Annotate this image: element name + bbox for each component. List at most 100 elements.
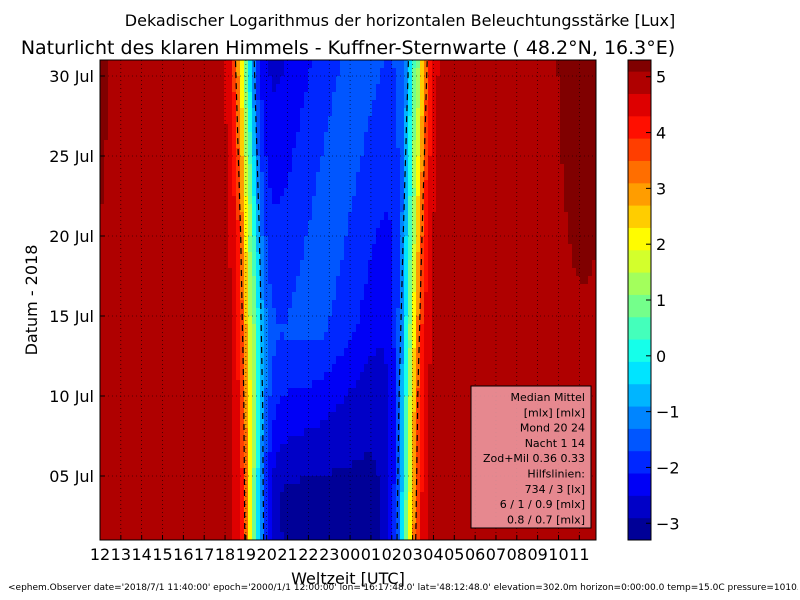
- heatmap-cell: [200, 356, 205, 365]
- heatmap-cell: [240, 116, 245, 125]
- heatmap-cell: [204, 268, 209, 277]
- heatmap-cell: [180, 284, 185, 293]
- heatmap-cell: [328, 316, 333, 325]
- heatmap-cell: [468, 60, 473, 69]
- heatmap-cell: [360, 188, 365, 197]
- heatmap-cell: [484, 324, 489, 333]
- heatmap-cell: [220, 284, 225, 293]
- heatmap-cell: [360, 92, 365, 101]
- heatmap-cell: [236, 284, 241, 293]
- heatmap-cell: [368, 100, 373, 109]
- heatmap-cell: [312, 60, 317, 69]
- heatmap-cell: [288, 196, 293, 205]
- heatmap-cell: [516, 348, 521, 357]
- heatmap-cell: [144, 332, 149, 341]
- heatmap-cell: [120, 332, 125, 341]
- heatmap-cell: [548, 212, 553, 221]
- heatmap-cell: [288, 252, 293, 261]
- heatmap-cell: [312, 92, 317, 101]
- heatmap-cell: [544, 140, 549, 149]
- heatmap-cell: [236, 100, 241, 109]
- heatmap-cell: [424, 284, 429, 293]
- heatmap-cell: [360, 284, 365, 293]
- heatmap-cell: [312, 252, 317, 261]
- heatmap-cell: [180, 268, 185, 277]
- heatmap-cell: [464, 84, 469, 93]
- heatmap-cell: [232, 316, 237, 325]
- heatmap-cell: [112, 68, 117, 77]
- heatmap-cell: [376, 172, 381, 181]
- heatmap-cell: [440, 132, 445, 141]
- heatmap-cell: [296, 172, 301, 181]
- heatmap-cell: [384, 276, 389, 285]
- heatmap-cell: [308, 212, 313, 221]
- heatmap-cell: [464, 68, 469, 77]
- heatmap-cell: [144, 60, 149, 69]
- heatmap-cell: [548, 164, 553, 173]
- heatmap-cell: [504, 124, 509, 133]
- heatmap-cell: [184, 60, 189, 69]
- heatmap-cell: [108, 132, 113, 141]
- heatmap-cell: [444, 228, 449, 237]
- heatmap-cell: [224, 204, 229, 213]
- heatmap-cell: [420, 100, 425, 109]
- heatmap-cell: [240, 140, 245, 149]
- heatmap-cell: [512, 316, 517, 325]
- heatmap-cell: [248, 284, 253, 293]
- heatmap-cell: [244, 68, 249, 77]
- heatmap-cell: [148, 364, 153, 373]
- heatmap-cell: [484, 252, 489, 261]
- heatmap-cell: [480, 84, 485, 93]
- heatmap-cell: [308, 100, 313, 109]
- heatmap-cell: [392, 84, 397, 93]
- heatmap-cell: [588, 308, 593, 317]
- heatmap-cell: [456, 340, 461, 349]
- heatmap-cell: [128, 332, 133, 341]
- heatmap-cell: [120, 316, 125, 325]
- heatmap-cell: [520, 92, 525, 101]
- heatmap-cell: [388, 236, 393, 245]
- heatmap-cell: [304, 252, 309, 261]
- heatmap-cell: [412, 92, 417, 101]
- heatmap-cell: [156, 164, 161, 173]
- heatmap-cell: [344, 108, 349, 117]
- heatmap-cell: [140, 60, 145, 69]
- heatmap-cell: [152, 260, 157, 269]
- heatmap-cell: [236, 324, 241, 333]
- heatmap-cell: [444, 84, 449, 93]
- heatmap-cell: [420, 156, 425, 165]
- heatmap-cell: [408, 364, 413, 373]
- heatmap-cell: [224, 324, 229, 333]
- heatmap-cell: [256, 220, 261, 229]
- heatmap-cell: [272, 196, 277, 205]
- heatmap-cell: [164, 196, 169, 205]
- heatmap-cell: [488, 204, 493, 213]
- heatmap-cell: [304, 340, 309, 349]
- heatmap-cell: [496, 108, 501, 117]
- heatmap-cell: [248, 372, 253, 381]
- heatmap-cell: [500, 132, 505, 141]
- heatmap-cell: [264, 196, 269, 205]
- heatmap-cell: [256, 284, 261, 293]
- heatmap-cell: [196, 140, 201, 149]
- heatmap-cell: [480, 148, 485, 157]
- heatmap-cell: [220, 380, 225, 389]
- heatmap-cell: [540, 140, 545, 149]
- heatmap-cell: [436, 244, 441, 253]
- heatmap-cell: [320, 244, 325, 253]
- heatmap-cell: [144, 84, 149, 93]
- heatmap-cell: [192, 100, 197, 109]
- heatmap-cell: [568, 284, 573, 293]
- heatmap-cell: [240, 340, 245, 349]
- heatmap-cell: [544, 228, 549, 237]
- heatmap-cell: [304, 284, 309, 293]
- heatmap-cell: [436, 148, 441, 157]
- heatmap-cell: [324, 260, 329, 269]
- heatmap-cell: [520, 372, 525, 381]
- heatmap-cell: [492, 300, 497, 309]
- heatmap-cell: [540, 252, 545, 261]
- heatmap-cell: [380, 228, 385, 237]
- heatmap-cell: [416, 84, 421, 93]
- heatmap-cell: [544, 260, 549, 269]
- heatmap-cell: [344, 116, 349, 125]
